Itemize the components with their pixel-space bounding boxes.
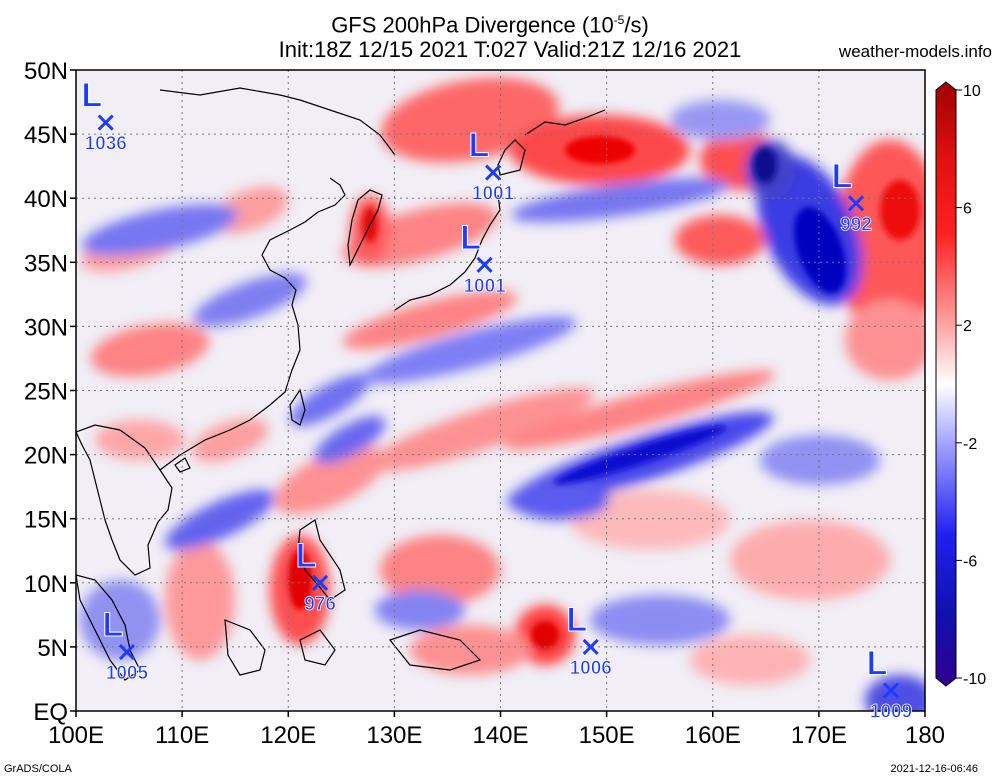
- colorbar-label: 10: [963, 83, 981, 100]
- lon-tick-label: 180: [905, 722, 945, 749]
- low-letter: L: [469, 127, 490, 165]
- low-center: L 1005: [102, 606, 149, 685]
- lat-axis: EQ 5N 10N 15N 20N 25N 30N 35N 40N 45N 50N: [24, 58, 76, 726]
- low-x-mark: [97, 114, 114, 131]
- lon-tick-label: 140E: [472, 722, 528, 749]
- low-center: L 976: [295, 536, 336, 615]
- low-letter: L: [103, 606, 124, 644]
- colorbar-label: -6: [963, 553, 977, 570]
- footer-credit: GrADS/COLA: [4, 763, 72, 775]
- lat-tick-label: 15N: [24, 507, 68, 534]
- low-pressure-value: 1001: [463, 276, 506, 297]
- site-credit: weather-models.info: [838, 42, 992, 61]
- low-pressure-markers: L 1036 L 1001 L 1001 L 992 L 976 L 1005 L 1006 L 1009: [81, 76, 913, 723]
- lon-tick-label: 150E: [579, 722, 635, 749]
- low-letter: L: [566, 601, 587, 639]
- low-pressure-value: 1005: [106, 663, 149, 684]
- lat-tick-label: 30N: [24, 314, 68, 341]
- footer-timestamp: 2021-12-16-06:46: [890, 763, 978, 775]
- lon-tick-label: 130E: [366, 722, 422, 749]
- lon-tick-label: 170E: [791, 722, 847, 749]
- low-center: L 1009: [866, 644, 912, 723]
- low-letter: L: [81, 77, 102, 115]
- low-x-mark: [847, 195, 865, 212]
- lat-tick-label: 35N: [24, 250, 68, 277]
- colorbar-label: 6: [963, 201, 972, 218]
- map-grid: [76, 70, 925, 711]
- low-x-mark: [476, 256, 493, 273]
- lon-axis: 100E 110E 120E 130E 140E 150E 160E 170E 180: [48, 711, 945, 749]
- low-x-mark: [312, 574, 329, 591]
- low-letter: L: [867, 644, 888, 682]
- low-center: L 1006: [566, 600, 612, 679]
- low-center: L 992: [831, 157, 872, 236]
- lon-tick-label: 120E: [260, 722, 316, 749]
- lon-tick-label: 160E: [685, 722, 741, 749]
- map-title-line1: GFS 200hPa Divergence (10-5/s): [331, 12, 649, 38]
- low-pressure-value: 1009: [870, 701, 912, 722]
- low-pressure-value: 1006: [570, 658, 612, 679]
- low-letter: L: [460, 219, 481, 257]
- lon-tick-label: 100E: [48, 722, 104, 749]
- lat-tick-label: 40N: [24, 186, 68, 213]
- coastlines: [76, 87, 606, 681]
- map-title-line2: Init:18Z 12/15 2021 T:027 Valid:21Z 12/1…: [278, 37, 742, 62]
- low-x-mark: [118, 643, 136, 661]
- low-center: L 1001: [468, 126, 515, 205]
- low-x-mark: [882, 682, 900, 699]
- lat-tick-label: 25N: [24, 379, 68, 406]
- colorbar-label: -2: [963, 436, 977, 453]
- lat-tick-label: 20N: [24, 443, 68, 470]
- low-x-mark: [485, 164, 502, 181]
- divergence-field: [76, 70, 925, 711]
- low-pressure-value: 1036: [85, 134, 127, 155]
- colorbar: 10 6 2 -2 -6 -10: [935, 81, 986, 688]
- lat-tick-label: EQ: [33, 699, 68, 726]
- low-pressure-value: 1001: [472, 184, 515, 205]
- low-center: L 1001: [460, 218, 507, 297]
- low-x-mark: [582, 638, 599, 655]
- lat-tick-label: 45N: [24, 122, 68, 149]
- lon-tick-label: 110E: [155, 722, 209, 749]
- low-pressure-value: 992: [840, 214, 872, 235]
- colorbar-label: 2: [963, 318, 972, 335]
- low-pressure-value: 976: [304, 594, 336, 615]
- lat-tick-label: 50N: [24, 58, 68, 85]
- low-letter: L: [832, 157, 853, 195]
- low-center: L 1036: [81, 76, 127, 155]
- lat-tick-label: 5N: [37, 635, 68, 662]
- colorbar-label: -10: [963, 671, 986, 688]
- lat-tick-label: 10N: [24, 571, 68, 598]
- low-letter: L: [296, 537, 317, 575]
